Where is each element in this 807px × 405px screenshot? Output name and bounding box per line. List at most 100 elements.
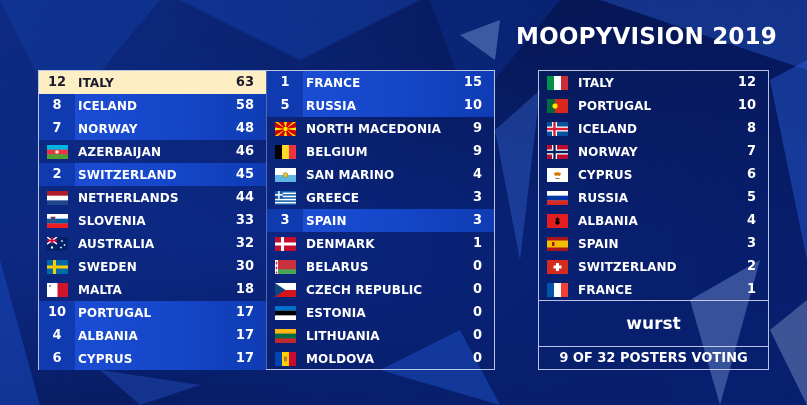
flag-cell [539, 140, 575, 163]
flag-cell [539, 232, 575, 255]
flag-cell [539, 163, 575, 186]
country-name: SLOVENIA [78, 213, 146, 228]
country-total: 17 [235, 351, 254, 366]
country-name: SWITZERLAND [78, 167, 177, 182]
country-name: SPAIN [306, 213, 347, 228]
vote-row: ICELAND 8 [539, 117, 768, 140]
scoreboard-row: GREECE 3 [267, 186, 494, 209]
flag-cell [39, 278, 75, 301]
flag-cell [267, 324, 303, 347]
vote-points: 8 [746, 121, 756, 136]
czech-republic-flag-icon [274, 282, 296, 297]
scoreboard: 12 ITALY 63 8 ICELAND 58 7 NORWAY 48 AZERBAIJAN 46… [38, 70, 495, 370]
vote-points: 10 [737, 98, 756, 113]
flag-cell [39, 232, 75, 255]
country-total: 0 [472, 282, 482, 297]
portugal-flag-icon [546, 98, 568, 113]
country-total: 0 [472, 328, 482, 343]
scoreboard-row: SAN MARINO 4 [267, 163, 494, 186]
scoreboard-row: 8 ICELAND 58 [39, 94, 266, 117]
vote-row: SPAIN 3 [539, 232, 768, 255]
vote-row: PORTUGAL 10 [539, 94, 768, 117]
country-name: MALTA [78, 282, 122, 297]
points-received: 7 [39, 117, 75, 140]
country-total: 44 [235, 190, 254, 205]
country-name: AZERBAIJAN [78, 144, 162, 159]
belarus-flag-icon [274, 259, 296, 274]
spain-flag-icon [546, 236, 568, 251]
france-flag-icon [546, 282, 568, 297]
country-name: ICELAND [78, 98, 138, 113]
vote-country-name: SWITZERLAND [578, 259, 677, 274]
country-name: PORTUGAL [78, 305, 152, 320]
points-received: 12 [39, 71, 75, 94]
country-name: FRANCE [306, 75, 361, 90]
vote-points: 3 [746, 236, 756, 251]
country-total: 17 [235, 328, 254, 343]
vote-points: 6 [746, 167, 756, 182]
flag-cell [539, 94, 575, 117]
points-received: 10 [39, 301, 75, 324]
country-total: 63 [235, 75, 254, 90]
estonia-flag-icon [274, 305, 296, 320]
country-total: 48 [235, 121, 254, 136]
country-name: SWEDEN [78, 259, 137, 274]
vote-country-name: ICELAND [578, 121, 638, 136]
country-total: 15 [463, 75, 482, 90]
points-received: 5 [267, 94, 303, 117]
vote-country-name: NORWAY [578, 144, 638, 159]
points-received: 4 [39, 324, 75, 347]
scoreboard-right-column: 1 FRANCE 15 5 RUSSIA 10 NORTH MACEDONIA 9 BELGIU… [267, 71, 494, 369]
vote-points: 1 [746, 282, 756, 297]
scoreboard-row: 6 CYPRUS 17 [39, 347, 266, 370]
country-name: DENMARK [306, 236, 375, 251]
vote-country-name: SPAIN [578, 236, 619, 251]
vote-row: NORWAY 7 [539, 140, 768, 163]
scoreboard-row: MOLDOVA 0 [267, 347, 494, 370]
flag-cell [267, 140, 303, 163]
scoreboard-row: MALTA 18 [39, 278, 266, 301]
cyprus-flag-icon [546, 167, 568, 182]
flag-cell [539, 209, 575, 232]
points-received: 3 [267, 209, 303, 232]
scoreboard-row: AZERBAIJAN 46 [39, 140, 266, 163]
points-received: 2 [39, 163, 75, 186]
country-total: 30 [235, 259, 254, 274]
country-name: SAN MARINO [306, 167, 395, 182]
italy-flag-icon [546, 75, 568, 90]
norway-flag-icon [546, 144, 568, 159]
country-total: 45 [235, 167, 254, 182]
malta-flag-icon [46, 282, 68, 297]
country-name: AUSTRALIA [78, 236, 155, 251]
scoreboard-row: SWEDEN 30 [39, 255, 266, 278]
scoreboard-row: 1 FRANCE 15 [267, 71, 494, 94]
points-received: 6 [39, 347, 75, 370]
country-total: 0 [472, 259, 482, 274]
san-marino-flag-icon [274, 167, 296, 182]
country-total: 17 [235, 305, 254, 320]
vote-points: 7 [746, 144, 756, 159]
netherlands-flag-icon [46, 190, 68, 205]
country-name: MOLDOVA [306, 351, 375, 366]
country-name: NORTH MACEDONIA [306, 121, 442, 136]
country-total: 46 [235, 144, 254, 159]
switzerland-flag-icon [546, 259, 568, 274]
flag-cell [267, 278, 303, 301]
scoreboard-left-column: 12 ITALY 63 8 ICELAND 58 7 NORWAY 48 AZERBAIJAN 46… [39, 71, 267, 370]
points-received: 8 [39, 94, 75, 117]
scoreboard-row: DENMARK 1 [267, 232, 494, 255]
greece-flag-icon [274, 190, 296, 205]
scoreboard-row: BELARUS 0 [267, 255, 494, 278]
vote-points: 12 [737, 75, 756, 90]
country-total: 0 [472, 351, 482, 366]
vote-row: RUSSIA 5 [539, 186, 768, 209]
country-total: 9 [472, 121, 482, 136]
scoreboard-row: ESTONIA 0 [267, 301, 494, 324]
flag-cell [539, 255, 575, 278]
scoreboard-row: AUSTRALIA 32 [39, 232, 266, 255]
vote-country-name: ALBANIA [578, 213, 638, 228]
flag-cell [539, 71, 575, 94]
moldova-flag-icon [274, 351, 296, 366]
vote-row: CYPRUS 6 [539, 163, 768, 186]
flag-cell [267, 117, 303, 140]
